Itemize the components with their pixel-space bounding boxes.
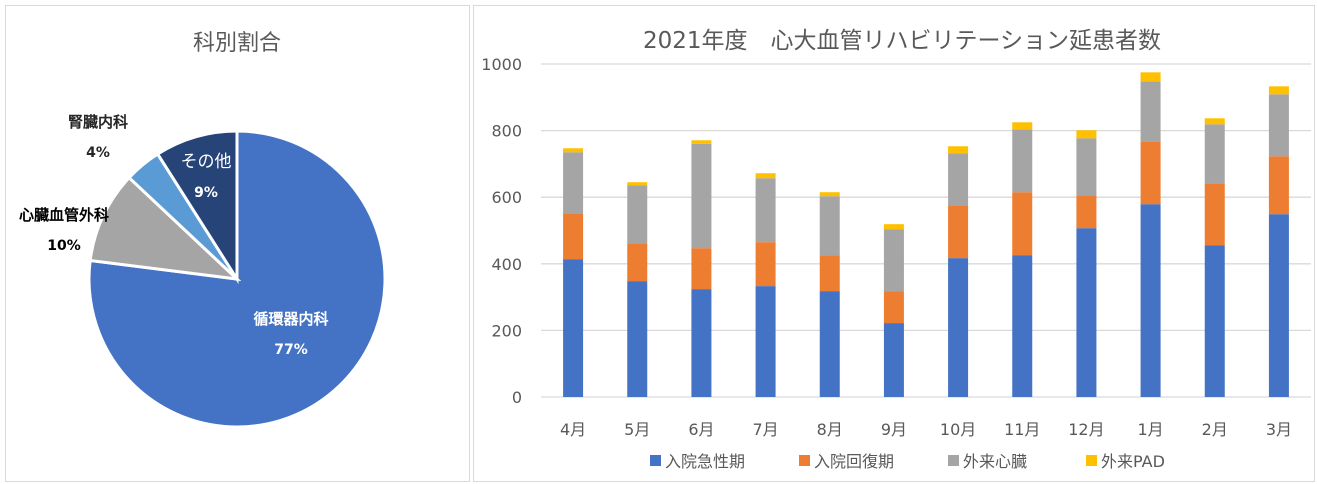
bar-segment bbox=[819, 255, 840, 292]
bar-segment bbox=[563, 152, 584, 214]
bar-segment bbox=[563, 148, 584, 153]
bar-chart: 2021年度 心大血管リハビリテーション延患者数 0 200 400 600 800 10… bbox=[481, 28, 1311, 471]
legend-label: 外来心臓 bbox=[963, 452, 1027, 471]
bar-segment bbox=[627, 281, 648, 397]
bar-segment bbox=[948, 258, 969, 397]
legend-label: 入院急性期 bbox=[665, 452, 745, 471]
pie-label: 循環器内科 bbox=[253, 310, 328, 328]
x-tick-label: 7月 bbox=[752, 420, 778, 439]
bar-segment bbox=[948, 146, 969, 154]
bar-segment bbox=[948, 205, 969, 259]
y-tick-label: 800 bbox=[491, 122, 522, 141]
bar-segment bbox=[1204, 118, 1225, 125]
pie-percent: 4% bbox=[86, 145, 110, 161]
bar-segment bbox=[1268, 94, 1289, 157]
bar-segment bbox=[1140, 141, 1161, 205]
pie-label: その他 bbox=[181, 152, 232, 172]
x-tick-label: 10月 bbox=[940, 420, 976, 439]
bar-segment bbox=[1076, 195, 1097, 229]
bar-segment bbox=[691, 289, 712, 397]
x-tick-label: 12月 bbox=[1068, 420, 1104, 439]
y-tick-label: 400 bbox=[491, 255, 522, 274]
pie-title: 科別割合 bbox=[193, 31, 281, 56]
pie-percent: 10% bbox=[47, 238, 81, 254]
legend-swatch bbox=[948, 455, 959, 466]
x-tick-label: 6月 bbox=[688, 420, 714, 439]
bar-segment bbox=[755, 242, 776, 287]
y-tick-label: 1000 bbox=[481, 55, 522, 74]
bar-segment bbox=[883, 323, 904, 397]
x-tick-label: 2月 bbox=[1202, 420, 1228, 439]
pie-chart: 科別割合 循環器内科 77% 心臓血管外科 10% 腎臓内科 4% その他 9% bbox=[19, 31, 387, 429]
pie-percent: 77% bbox=[274, 342, 308, 358]
bar-segment bbox=[1012, 122, 1033, 130]
bar-segment bbox=[883, 224, 904, 230]
pie-chart-panel: 科別割合 循環器内科 77% 心臓血管外科 10% 腎臓内科 4% その他 9% bbox=[5, 5, 470, 482]
bar-segment bbox=[1076, 138, 1097, 196]
bar-segment bbox=[819, 196, 840, 256]
bar-segment bbox=[1012, 255, 1033, 397]
pie-slice bbox=[155, 129, 239, 285]
y-tick-label: 0 bbox=[512, 388, 522, 407]
bar-segment bbox=[627, 185, 648, 244]
x-tick-label: 8月 bbox=[817, 420, 843, 439]
legend-label: 外来PAD bbox=[1101, 452, 1165, 471]
bar-segment bbox=[691, 140, 712, 144]
bar-segment bbox=[563, 213, 584, 260]
bar-segment bbox=[1268, 156, 1289, 215]
y-tick-label: 600 bbox=[491, 188, 522, 207]
bar-segment bbox=[1140, 81, 1161, 142]
bar-segment bbox=[1204, 245, 1225, 397]
pie-label: 心臓血管外科 bbox=[19, 206, 109, 224]
bar-segment bbox=[1204, 124, 1225, 184]
legend-swatch bbox=[799, 455, 810, 466]
x-tick-label: 5月 bbox=[624, 420, 650, 439]
bar-segment bbox=[819, 192, 840, 197]
bar-segment bbox=[691, 248, 712, 290]
bar-segment bbox=[1204, 183, 1225, 246]
bar-segment bbox=[755, 173, 776, 179]
legend-label: 入院回復期 bbox=[814, 452, 894, 471]
bar-segment bbox=[1140, 72, 1161, 82]
bar-segment bbox=[819, 291, 840, 397]
x-tick-label: 9月 bbox=[881, 420, 907, 439]
bar-segment bbox=[1268, 86, 1289, 95]
pie-percent: 9% bbox=[194, 185, 218, 201]
y-tick-label: 200 bbox=[491, 321, 522, 340]
bar-segment bbox=[948, 153, 969, 206]
bar-segment bbox=[1076, 130, 1097, 139]
bar-segment bbox=[563, 259, 584, 397]
legend-swatch bbox=[1086, 455, 1097, 466]
pie-slice bbox=[88, 175, 242, 282]
bar-chart-panel: 2021年度 心大血管リハビリテーション延患者数 0 200 400 600 800 10… bbox=[473, 5, 1315, 482]
x-tick-label: 1月 bbox=[1137, 420, 1163, 439]
pie-label: 腎臓内科 bbox=[68, 113, 128, 131]
bar-segment bbox=[1268, 214, 1289, 397]
bar-segment bbox=[1140, 204, 1161, 397]
bar-segment bbox=[755, 178, 776, 243]
bar-segment bbox=[1012, 192, 1033, 256]
bar-segment bbox=[627, 243, 648, 282]
x-tick-label: 3月 bbox=[1266, 420, 1292, 439]
x-tick-label: 11月 bbox=[1004, 420, 1040, 439]
bar-segment bbox=[883, 291, 904, 324]
bar-segment bbox=[691, 143, 712, 249]
bar-title: 2021年度 心大血管リハビリテーション延患者数 bbox=[643, 28, 1161, 54]
bar-segment bbox=[1076, 228, 1097, 397]
legend-swatch bbox=[650, 455, 661, 466]
bar-segment bbox=[883, 229, 904, 292]
x-tick-label: 4月 bbox=[560, 420, 586, 439]
bar-segment bbox=[1012, 129, 1033, 193]
bar-segment bbox=[755, 286, 776, 397]
bar-segment bbox=[627, 182, 648, 186]
